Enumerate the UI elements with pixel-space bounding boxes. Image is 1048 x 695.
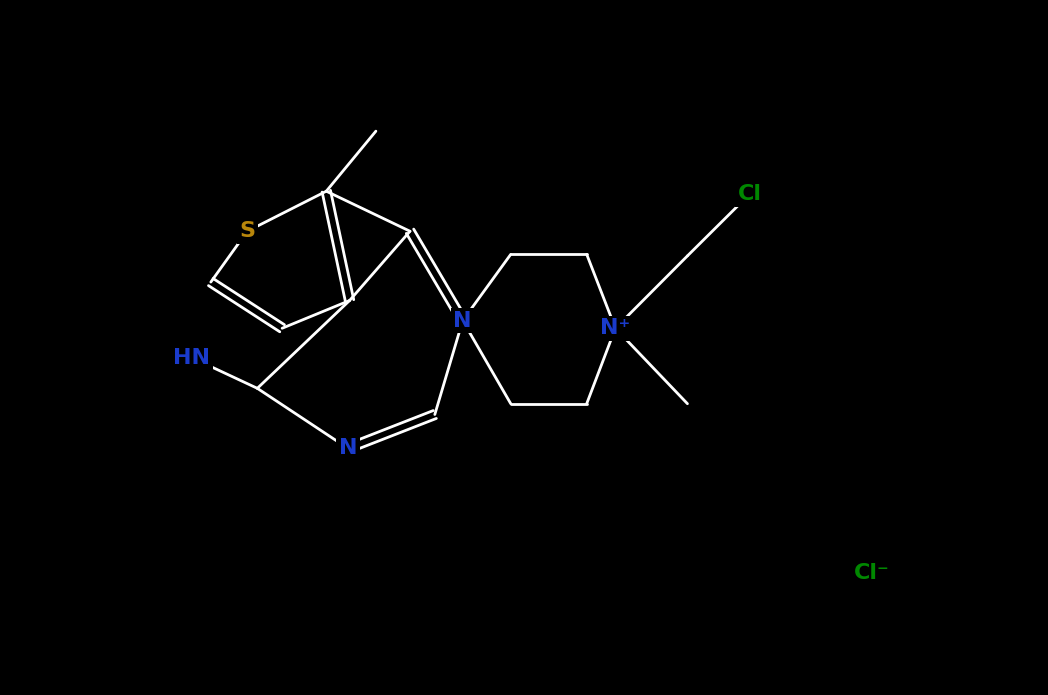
- Text: Cl⁻: Cl⁻: [854, 563, 890, 583]
- Text: Cl: Cl: [738, 184, 762, 204]
- Text: N: N: [454, 311, 472, 331]
- Text: S: S: [239, 221, 256, 241]
- Text: N: N: [339, 439, 357, 459]
- Text: N⁺: N⁺: [601, 318, 631, 338]
- Text: HN: HN: [173, 348, 210, 368]
